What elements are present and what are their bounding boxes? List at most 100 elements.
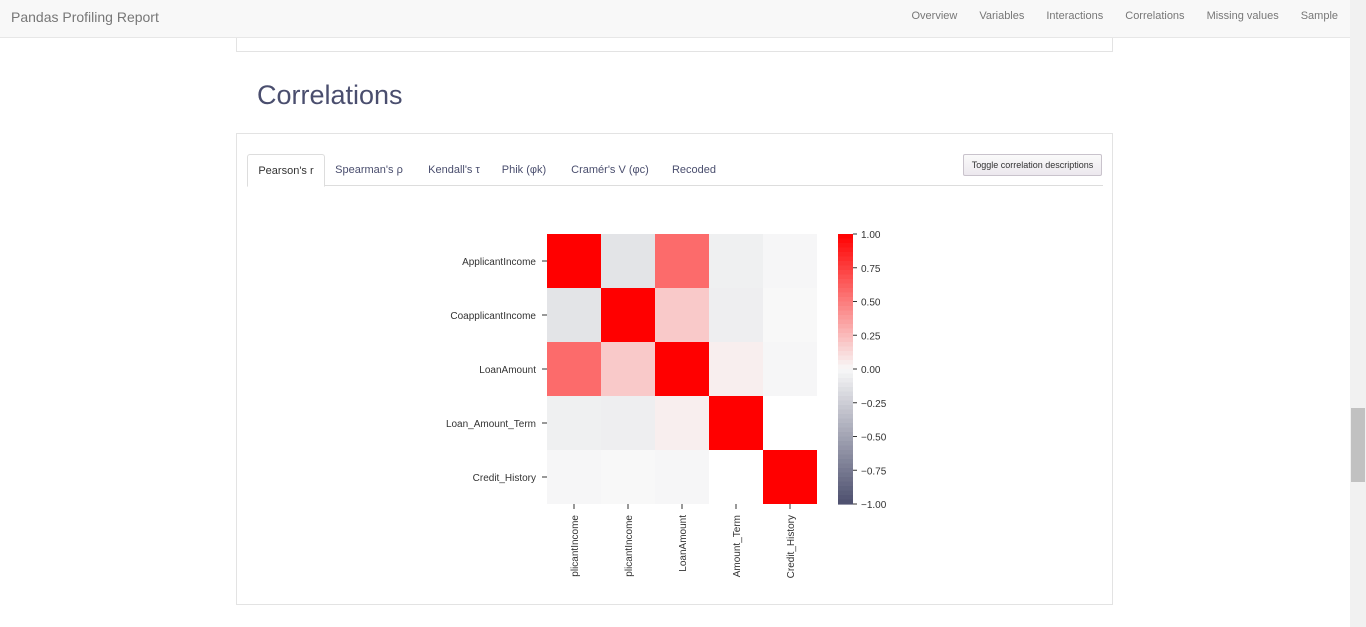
colorbar-segment (838, 454, 853, 460)
colorbar-segment (838, 391, 853, 397)
colorbar-segment (838, 265, 853, 271)
heatmap-cell (601, 288, 655, 342)
colorbar-segment (838, 436, 853, 442)
nav-link-sample[interactable]: Sample (1300, 10, 1338, 22)
colorbar-segment (838, 324, 853, 330)
colorbar-segment (838, 279, 853, 285)
heatmap-cell (655, 288, 709, 342)
colorbar-segment (838, 346, 853, 352)
row-label: Loan_Amount_Term (446, 419, 536, 430)
colorbar-label: 0.25 (861, 331, 881, 342)
scrollbar-thumb[interactable] (1351, 408, 1365, 482)
heatmap-cell (655, 234, 709, 288)
heatmap-cell (709, 288, 763, 342)
tab-pearson[interactable]: Pearson's r (247, 154, 325, 187)
nav-links: Overview Variables Interactions Correlat… (889, 10, 1338, 22)
colorbar-segment (838, 283, 853, 289)
colorbar-segment (838, 319, 853, 325)
colorbar-segment (838, 418, 853, 424)
row-label: CoapplicantIncome (450, 311, 536, 322)
heatmap-cell (547, 234, 601, 288)
colorbar-segment (838, 396, 853, 402)
colorbar-segment (838, 328, 853, 334)
colorbar-segment (838, 378, 853, 384)
heatmap-cell (601, 450, 655, 504)
page-scrollbar[interactable] (1350, 0, 1366, 627)
colorbar-segment (838, 423, 853, 429)
colorbar-segment (838, 301, 853, 307)
colorbar-segment (838, 373, 853, 379)
nav-link-correlations[interactable]: Correlations (1125, 10, 1185, 22)
colorbar-label: −1.00 (861, 500, 887, 511)
correlation-tabs: Pearson's r Spearman's ρ Kendall's τ Phi… (247, 154, 1103, 187)
tab-spearman[interactable]: Spearman's ρ (335, 164, 403, 176)
col-label: Amount_Term (732, 515, 743, 577)
colorbar-segment (838, 450, 853, 456)
colorbar-segment (838, 400, 853, 406)
colorbar-segment (838, 382, 853, 388)
colorbar-segment (838, 270, 853, 276)
colorbar-segment (838, 247, 853, 253)
colorbar-segment (838, 234, 853, 240)
heatmap-cell (547, 396, 601, 450)
colorbar-segment (838, 414, 853, 420)
colorbar-segment (838, 274, 853, 280)
row-label: LoanAmount (479, 365, 536, 376)
colorbar-segment (838, 468, 853, 474)
colorbar-segment (838, 243, 853, 249)
colorbar-segment (838, 310, 853, 316)
section-title: Correlations (257, 80, 403, 110)
heatmap-cell (709, 234, 763, 288)
colorbar-segment (838, 355, 853, 361)
colorbar-segment (838, 252, 853, 258)
heatmap-cell (763, 234, 817, 288)
heatmap-cell (709, 342, 763, 396)
toggle-descriptions-button[interactable]: Toggle correlation descriptions (963, 154, 1102, 176)
heatmap-cell (547, 288, 601, 342)
colorbar-segment (838, 427, 853, 433)
col-label: plicantIncome (624, 515, 635, 577)
brand-title[interactable]: Pandas Profiling Report (11, 9, 159, 25)
colorbar-segment (838, 499, 853, 505)
heatmap-cell (655, 450, 709, 504)
colorbar-segment (838, 405, 853, 411)
colorbar-segment (838, 432, 853, 438)
colorbar-segment (838, 495, 853, 501)
heatmap-cell (547, 450, 601, 504)
tab-phik[interactable]: Phik (φk) (501, 164, 547, 176)
colorbar-label: 1.00 (861, 230, 881, 241)
tab-cramers-v[interactable]: Cramér's V (φc) (571, 164, 649, 176)
top-navbar: Pandas Profiling Report Overview Variabl… (0, 0, 1350, 38)
tab-recoded[interactable]: Recoded (671, 164, 717, 176)
colorbar-segment (838, 477, 853, 483)
colorbar-label: 0.00 (861, 365, 881, 376)
colorbar-segment (838, 387, 853, 393)
colorbar-segment (838, 459, 853, 465)
heatmap-cell (655, 342, 709, 396)
colorbar-label: −0.50 (861, 433, 887, 444)
colorbar-segment (838, 261, 853, 267)
tab-kendall[interactable]: Kendall's τ (428, 164, 480, 176)
nav-link-missing-values[interactable]: Missing values (1206, 10, 1279, 22)
nav-link-interactions[interactable]: Interactions (1046, 10, 1104, 22)
colorbar-segment (838, 351, 853, 357)
colorbar-segment (838, 409, 853, 415)
col-label: Credit_History (786, 515, 797, 578)
heatmap-cell (601, 234, 655, 288)
heatmap-cell (547, 342, 601, 396)
colorbar-segment (838, 256, 853, 262)
nav-link-overview[interactable]: Overview (911, 10, 958, 22)
colorbar-segment (838, 337, 853, 343)
nav-link-variables[interactable]: Variables (979, 10, 1025, 22)
colorbar-segment (838, 360, 853, 366)
colorbar-segment (838, 288, 853, 294)
row-label: Credit_History (473, 473, 536, 484)
col-label: plicantIncome (570, 515, 581, 577)
heatmap-cell (655, 396, 709, 450)
colorbar-segment (838, 315, 853, 321)
colorbar-segment (838, 445, 853, 451)
heatmap-cell (763, 288, 817, 342)
heatmap-cell (709, 396, 763, 450)
colorbar-segment (838, 441, 853, 447)
heatmap-cell (763, 450, 817, 504)
